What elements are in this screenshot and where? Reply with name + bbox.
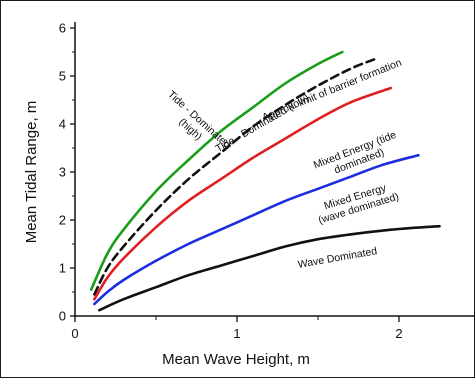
series-labels: Tide - Dominated(high)Approx. limit of b… bbox=[165, 57, 403, 271]
label-wave-dominated: Wave Dominated bbox=[297, 245, 378, 271]
x-tick-label: 0 bbox=[71, 326, 78, 341]
y-tick-label: 4 bbox=[59, 117, 66, 132]
label-line: Wave Dominated bbox=[297, 245, 378, 271]
series-line-wave-dominated bbox=[98, 224, 441, 312]
y-tick-label: 3 bbox=[59, 165, 66, 180]
x-tick-label: 1 bbox=[233, 326, 240, 341]
axes: 0 1 2 3 4 5 6 0 1 2 bbox=[59, 21, 475, 341]
x-axis-title: Mean Wave Height, m bbox=[162, 351, 310, 368]
y-tick-label: 0 bbox=[59, 309, 66, 324]
y-tick-label: 6 bbox=[59, 21, 66, 36]
y-tick-label: 1 bbox=[59, 261, 66, 276]
y-tick-label: 2 bbox=[59, 213, 66, 228]
y-tick-label: 5 bbox=[59, 69, 66, 84]
series-line-tide-low bbox=[93, 86, 393, 301]
x-tick-label: 2 bbox=[395, 326, 402, 341]
series-line-barrier-limit bbox=[93, 57, 376, 296]
y-axis-title: Mean Tidal Range, m bbox=[23, 101, 40, 244]
series-line-tide-high bbox=[89, 50, 344, 291]
plot-area bbox=[89, 50, 441, 312]
series-line-mixed-tide bbox=[93, 153, 420, 306]
